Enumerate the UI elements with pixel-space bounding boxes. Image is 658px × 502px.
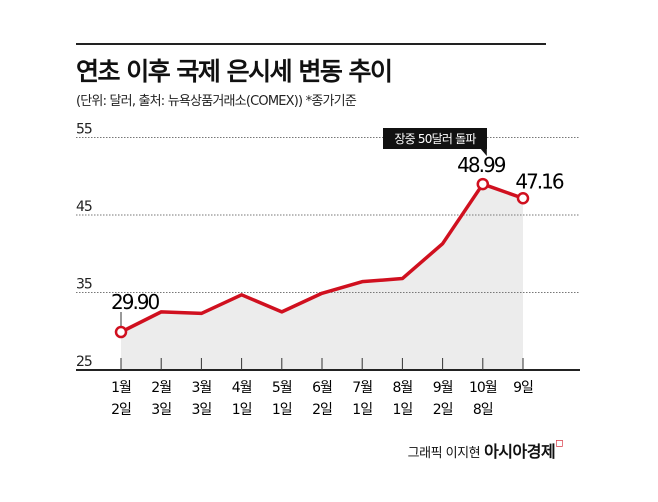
data-point-marker bbox=[476, 177, 490, 191]
x-tick-label-day: 3일 bbox=[151, 402, 171, 418]
x-tick-label-month: 7월 bbox=[352, 380, 372, 396]
x-tick-label-day: 8일 bbox=[473, 402, 493, 418]
x-tick-label-month: 1월 bbox=[111, 380, 131, 396]
series-line bbox=[120, 182, 524, 334]
data-point-marker bbox=[516, 192, 530, 205]
x-tick-label-month: 5월 bbox=[272, 380, 292, 396]
x-tick-label-month: 8월 bbox=[393, 380, 413, 396]
x-tick-label-month: 2월 bbox=[151, 380, 171, 396]
x-tick-label-month: 6월 bbox=[312, 380, 332, 396]
title-rule bbox=[76, 43, 546, 45]
x-tick-label-month: 9일 bbox=[513, 380, 533, 396]
x-tick-label-day: 2일 bbox=[111, 402, 131, 418]
x-tick-label-day: 2일 bbox=[433, 402, 453, 418]
x-tick-label-day: 3일 bbox=[192, 402, 212, 418]
y-tick-label: 55 bbox=[76, 122, 92, 138]
x-tick-label-day: 1일 bbox=[272, 402, 292, 418]
chart-subtitle: (단위: 달러, 출처: 뉴욕상품거래소(COMEX)) *종가기준 bbox=[76, 94, 357, 109]
data-label: 47.16 bbox=[515, 169, 564, 193]
data-label: 48.99 bbox=[457, 153, 506, 177]
graphic-credit: 그래픽 이지현 bbox=[407, 446, 481, 461]
footer: 그래픽 이지현 아시아경제◻ bbox=[407, 438, 564, 462]
x-tick-label-month: 10월 bbox=[469, 380, 497, 396]
data-point-marker bbox=[114, 325, 128, 339]
x-tick-label-month: 9월 bbox=[433, 380, 453, 396]
y-tick-label: 45 bbox=[76, 199, 92, 215]
x-tick-label-day: 1일 bbox=[352, 402, 372, 418]
y-tick-label: 35 bbox=[76, 277, 92, 293]
x-tick-label-month: 3월 bbox=[192, 380, 212, 396]
x-tick-label-day: 2일 bbox=[312, 402, 332, 418]
x-tick-label-month: 4월 bbox=[232, 380, 252, 396]
annotation-box bbox=[383, 128, 487, 149]
x-tick-label-day: 1일 bbox=[393, 402, 413, 418]
chart-title: 연초 이후 국제 은시세 변동 추이 bbox=[76, 57, 393, 86]
data-label: 29.90 bbox=[111, 290, 160, 314]
y-tick-label: 25 bbox=[76, 354, 92, 370]
area-fill bbox=[121, 184, 523, 370]
brand-logo: 아시아경제 bbox=[484, 442, 556, 461]
x-tick-label-day: 1일 bbox=[232, 402, 252, 418]
annotation-text: 장중 50달러 돌파 bbox=[394, 132, 476, 146]
annotation-pointer bbox=[480, 149, 487, 156]
brand-mark-icon: ◻ bbox=[555, 438, 563, 449]
